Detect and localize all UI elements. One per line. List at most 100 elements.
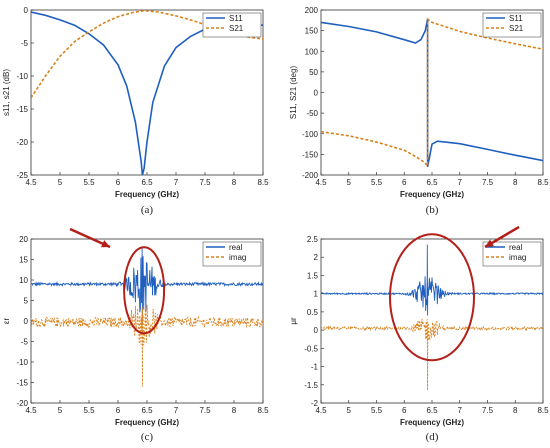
y-tick-label: 0 (314, 326, 319, 335)
y-tick-label: -15 (16, 105, 28, 114)
series-line-real (321, 244, 543, 316)
highlight-ellipse (389, 233, 475, 362)
x-tick-label: 6.5 (426, 178, 438, 187)
series-line-imag (31, 304, 263, 387)
panel-b: 4.5 5 5.5 6 6.5 7 7.5 8 8.5 200 150 100 50 0 -50 -100 -1… (289, 6, 549, 216)
panel-caption: (a) (141, 204, 154, 216)
legend-label: real (229, 243, 243, 252)
y-tick-label: 5 (24, 297, 29, 306)
panel-a: 4.5 5 5.5 6 6.5 7 7.5 8 8.5 0 -5 -10 -15 -20 -25 S11S21… (2, 6, 269, 216)
y-tick-label: -10 (16, 358, 28, 367)
x-tick-label: 4.5 (315, 178, 327, 187)
series-line-imag (321, 318, 543, 391)
panel-caption: (d) (426, 431, 439, 443)
y-tick-label: -5 (21, 39, 29, 48)
y-tick-label: -2 (311, 399, 319, 408)
legend-label: S11 (229, 14, 243, 23)
y-tick-label: 150 (305, 27, 319, 36)
y-tick-label: 1 (314, 290, 319, 299)
x-tick-label: 4.5 (315, 406, 327, 415)
x-tick-label: 6 (116, 406, 121, 415)
y-axis-label: s11, s21 (dB) (2, 69, 11, 116)
panel-d: 4.5 5 5.5 6 6.5 7 7.5 8 8.5 2.5 2 1.5 1 0.5 0 -0.5 -1 -1.… (289, 225, 549, 443)
x-tick-label: 6.5 (141, 406, 153, 415)
y-tick-label: -100 (302, 130, 319, 139)
y-tick-label: -15 (16, 379, 28, 388)
y-tick-label: -10 (16, 72, 28, 81)
legend-label: imag (229, 253, 246, 262)
legend-label: imag (509, 253, 526, 262)
x-tick-label: 8 (513, 406, 518, 415)
x-tick-label: 8.5 (537, 406, 549, 415)
x-tick-label: 5.5 (371, 406, 383, 415)
panel-caption: (b) (426, 204, 439, 216)
y-tick-label: -5 (21, 338, 29, 347)
y-tick-label: -25 (16, 171, 28, 180)
y-tick-label: -20 (16, 399, 28, 408)
y-tick-label: 20 (19, 235, 28, 244)
arrow-head-icon (101, 240, 110, 248)
y-tick-label: 0 (314, 89, 319, 98)
arrow-head-icon (485, 239, 494, 247)
y-tick-label: 0 (24, 6, 29, 15)
plot-frame (320, 238, 544, 404)
x-tick-label: 4.5 (25, 178, 37, 187)
panel-c: 4.5 5 5.5 6 6.5 7 7.5 8 8.5 20 15 10 5 0 -5 -10 -15 -20 re… (2, 227, 269, 443)
x-tick-label: 6 (116, 178, 121, 187)
y-tick-label: 200 (305, 6, 319, 15)
legend-label: S21 (509, 24, 524, 33)
y-tick-label: -1 (311, 363, 319, 372)
legend-label: S21 (229, 24, 244, 33)
x-tick-label: 8 (513, 178, 518, 187)
series-line-s21 (321, 17, 543, 168)
x-tick-label: 7 (174, 406, 179, 415)
x-tick-label: 8 (232, 406, 237, 415)
y-tick-label: 10 (19, 276, 28, 285)
y-tick-label: -20 (16, 138, 28, 147)
x-tick-label: 5.5 (83, 406, 95, 415)
x-tick-label: 7.5 (199, 406, 211, 415)
y-tick-label: -0.5 (304, 344, 318, 353)
y-tick-label: 2 (314, 253, 319, 262)
x-axis-label: Frequency (GHz) (115, 418, 179, 427)
y-tick-label: 1.5 (307, 271, 319, 280)
x-tick-label: 8.5 (537, 178, 549, 187)
y-tick-label: 0 (24, 317, 29, 326)
y-axis-label: S11, S21 (deg) (289, 66, 298, 120)
legend-label: real (509, 243, 523, 252)
x-tick-label: 6.5 (426, 406, 438, 415)
legend-box (202, 241, 262, 267)
x-tick-label: 5 (58, 178, 63, 187)
x-tick-label: 6 (402, 406, 407, 415)
y-tick-label: -150 (302, 150, 319, 159)
x-tick-label: 7 (458, 178, 463, 187)
x-tick-label: 6 (402, 178, 407, 187)
x-tick-label: 8.5 (257, 178, 269, 187)
x-tick-label: 7 (174, 178, 179, 187)
y-tick-label: 2.5 (307, 235, 319, 244)
y-tick-label: 0.5 (307, 308, 319, 317)
y-tick-label: -50 (306, 109, 318, 118)
y-tick-label: -1.5 (304, 381, 318, 390)
x-tick-label: 6.5 (141, 178, 153, 187)
legend-label: S11 (509, 14, 523, 23)
y-tick-label: -200 (302, 171, 319, 180)
x-tick-label: 5 (347, 406, 352, 415)
x-tick-label: 7.5 (482, 406, 494, 415)
panel-caption: (c) (141, 431, 154, 443)
x-tick-label: 5.5 (371, 178, 383, 187)
x-tick-label: 7.5 (482, 178, 494, 187)
x-axis-label: Frequency (GHz) (400, 418, 464, 427)
y-axis-label: μr (289, 317, 298, 325)
x-tick-label: 8 (232, 178, 237, 187)
series-line-real (31, 247, 263, 326)
legend-box (202, 12, 262, 38)
x-tick-label: 8.5 (257, 406, 269, 415)
y-tick-label: 15 (19, 256, 28, 265)
legend-box (482, 12, 542, 38)
x-tick-label: 5.5 (83, 178, 95, 187)
x-axis-label: Frequency (GHz) (400, 190, 464, 199)
highlight-ellipse (123, 246, 166, 335)
x-tick-label: 5 (347, 178, 352, 187)
